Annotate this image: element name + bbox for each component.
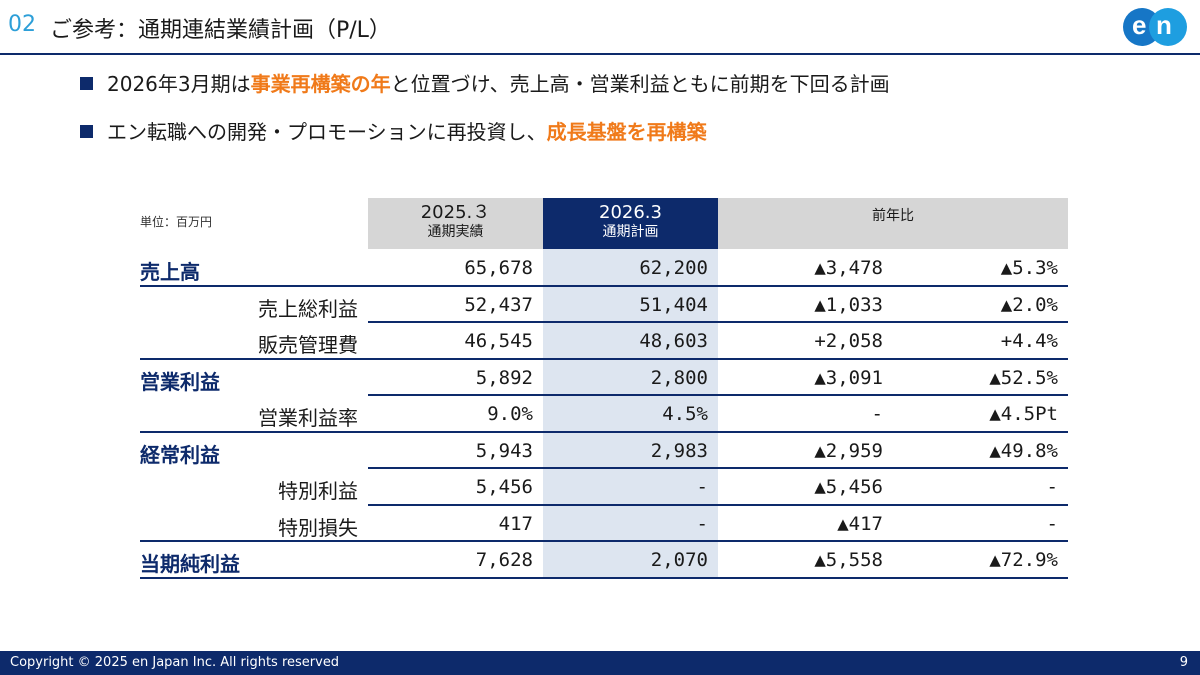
cell-yoy-pct: ▲2.0%	[1000, 293, 1058, 316]
cell-yoy-pct: +4.4%	[1000, 330, 1058, 352]
cell-yoy-diff: ▲5,558	[814, 549, 883, 571]
row-label: 特別損失	[278, 515, 358, 540]
row-divider	[140, 576, 1068, 579]
cell-2025-actual: 7,628	[475, 549, 533, 571]
row-divider	[368, 467, 1068, 469]
table-row: 販売管理費 46,545 48,603 +2,058 +4.4%	[140, 323, 1068, 360]
row-label: 営業利益	[140, 369, 220, 394]
bullet-1-highlight: 事業再構築の年	[250, 72, 391, 96]
cell-yoy-diff: ▲3,091	[814, 366, 883, 389]
table-row: 当期純利益 7,628 2,070 ▲5,558 ▲72.9%	[140, 542, 1068, 579]
bullet-square-icon	[80, 125, 93, 138]
cell-yoy-diff: ▲1,033	[814, 293, 883, 316]
table-row: 特別損失 417 - ▲417 -	[140, 506, 1068, 543]
copyright-text: Copyright © 2025 en Japan Inc. All right…	[10, 655, 340, 670]
row-label: 当期純利益	[140, 552, 240, 576]
column-header-2026-period: 2026.3	[599, 202, 662, 223]
cell-yoy-pct: ▲4.5Pt	[989, 403, 1058, 425]
footer: Copyright © 2025 en Japan Inc. All right…	[0, 651, 1200, 675]
page-number: 9	[1179, 655, 1188, 670]
cell-2025-actual: 65,678	[464, 257, 533, 279]
column-header-yoy: 前年比	[718, 198, 1068, 249]
table-row: 経常利益 5,943 2,983 ▲2,959 ▲49.8%	[140, 433, 1068, 470]
cell-2026-plan: -	[696, 512, 708, 535]
title-divider	[0, 53, 1200, 55]
row-label: 特別利益	[278, 479, 358, 503]
bullet-1-text-post: と位置づけ、売上高・営業利益ともに前期を下回る計画	[390, 72, 890, 96]
cell-2025-actual: 9.0%	[487, 403, 533, 425]
cell-2026-plan: 4.5%	[662, 403, 708, 425]
bullet-1: 2026年3月期は事業再構築の年と位置づけ、売上高・営業利益ともに前期を下回る計…	[80, 68, 890, 97]
column-header-2026-type: 通期計画	[602, 224, 659, 240]
logo-letter-n: n	[1156, 10, 1172, 40]
row-label: 経常利益	[140, 442, 220, 467]
cell-yoy-diff: ▲5,456	[814, 476, 883, 498]
plan-column-background	[543, 249, 718, 577]
bullet-square-icon	[80, 77, 93, 90]
column-header-yoy-label: 前年比	[872, 208, 914, 224]
row-label: 販売管理費	[258, 333, 358, 357]
cell-2026-plan: 2,983	[650, 439, 708, 462]
cell-yoy-pct: ▲52.5%	[989, 366, 1058, 389]
cell-2025-actual: 52,437	[464, 293, 533, 316]
cell-2026-plan: 62,200	[639, 257, 708, 279]
row-label: 売上総利益	[258, 296, 358, 321]
cell-yoy-diff: ▲417	[837, 512, 883, 535]
column-header-2026-plan: 2026.3 通期計画	[543, 198, 718, 249]
cell-2025-actual: 46,545	[464, 330, 533, 352]
cell-2026-plan: 2,800	[650, 366, 708, 389]
cell-2026-plan: 2,070	[650, 549, 708, 571]
cell-yoy-pct: ▲5.3%	[1000, 257, 1058, 279]
section-number: 02	[8, 12, 36, 37]
table-row: 売上総利益 52,437 51,404 ▲1,033 ▲2.0%	[140, 287, 1068, 324]
row-label: 営業利益率	[258, 406, 358, 430]
table-row: 営業利益 5,892 2,800 ▲3,091 ▲52.5%	[140, 360, 1068, 397]
row-label: 売上高	[140, 260, 200, 284]
cell-yoy-pct: ▲72.9%	[989, 549, 1058, 571]
bullet-2-highlight: 成長基盤を再構築	[546, 120, 707, 144]
cell-2026-plan: 51,404	[639, 293, 708, 316]
cell-yoy-diff: +2,058	[814, 330, 883, 352]
logo-letter-e: e	[1132, 10, 1147, 40]
cell-2026-plan: -	[696, 476, 708, 498]
table-row: 特別利益 5,456 - ▲5,456 -	[140, 469, 1068, 506]
row-divider	[368, 503, 1068, 506]
row-divider	[140, 284, 1068, 287]
page-title: ご参考：通期連結業績計画（P/L）	[50, 18, 391, 43]
cell-yoy-pct: ▲49.8%	[989, 439, 1058, 462]
cell-2025-actual: 5,456	[475, 476, 533, 498]
cell-yoy-diff: ▲2,959	[814, 439, 883, 462]
table-row: 売上高 65,678 62,200 ▲3,478 ▲5.3%	[140, 250, 1068, 287]
column-header-2025-period: 2025.３	[420, 202, 491, 223]
en-japan-logo: e n	[1123, 8, 1187, 46]
row-divider	[368, 321, 1068, 323]
cell-yoy-pct: -	[1046, 512, 1058, 535]
column-header-2025-actual: 2025.３ 通期実績	[368, 198, 543, 249]
title-bar: 02 ご参考：通期連結業績計画（P/L） e n	[0, 0, 1200, 55]
bullet-2: エン転職への開発・プロモーションに再投資し、成長基盤を再構築	[80, 116, 707, 145]
cell-2026-plan: 48,603	[639, 330, 708, 352]
cell-yoy-pct: -	[1046, 476, 1058, 498]
row-divider	[368, 394, 1068, 396]
cell-2025-actual: 417	[498, 512, 533, 535]
row-divider	[140, 540, 1068, 542]
column-header-2025-type: 通期実績	[427, 224, 484, 240]
cell-2025-actual: 5,892	[475, 366, 533, 389]
table-row: 営業利益率 9.0% 4.5% - ▲4.5Pt	[140, 396, 1068, 433]
bullet-1-text-pre: 2026年3月期は	[107, 72, 251, 96]
logo-circle-right	[1149, 8, 1187, 46]
cell-2025-actual: 5,943	[475, 439, 533, 462]
row-divider	[140, 357, 1068, 360]
bullet-2-text-pre: エン転職への開発・プロモーションに再投資し、	[107, 120, 547, 144]
cell-yoy-diff: ▲3,478	[814, 257, 883, 279]
cell-yoy-diff: -	[871, 403, 883, 425]
row-divider	[140, 430, 1068, 433]
unit-label: 単位：百万円	[140, 215, 213, 229]
